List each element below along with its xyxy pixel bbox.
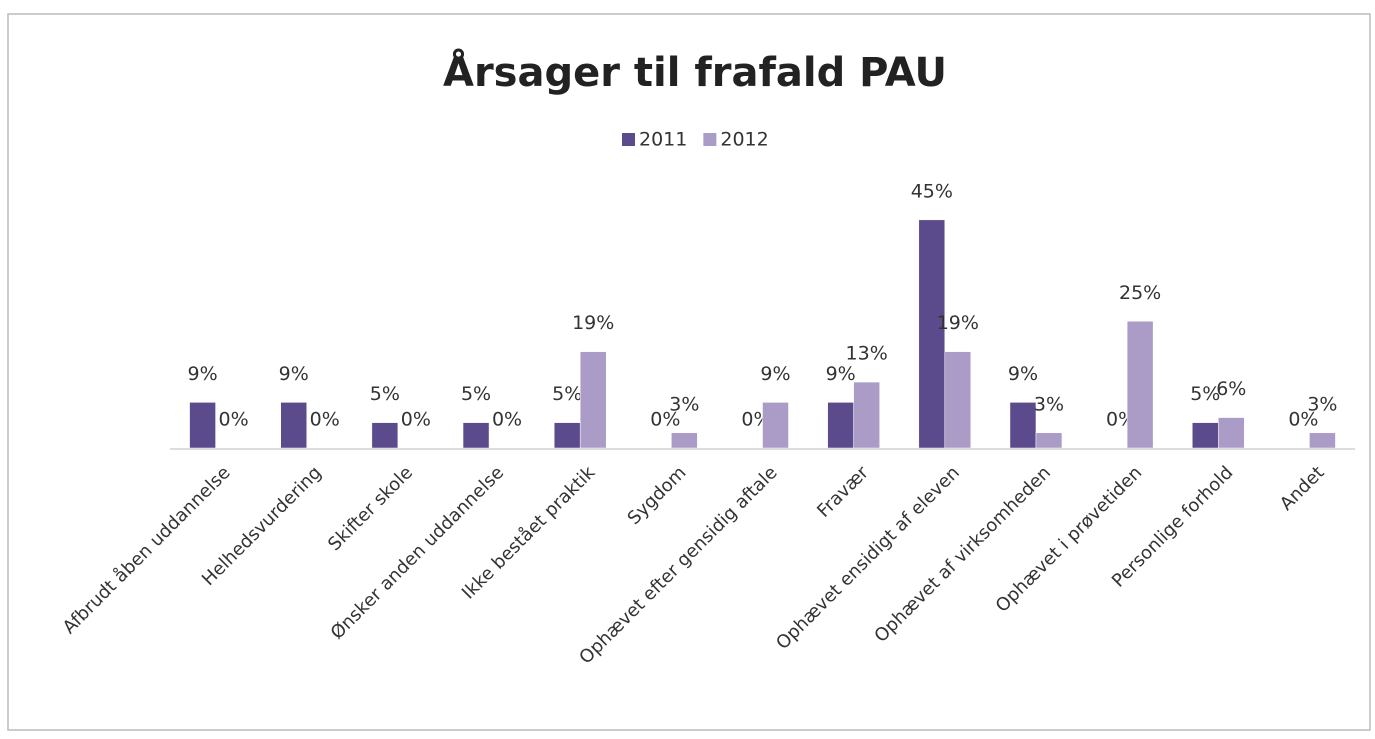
data-label: 5%: [461, 383, 491, 405]
bar: [918, 219, 946, 449]
data-label: 25%: [1119, 282, 1161, 304]
bar: [853, 381, 880, 449]
bar: [280, 402, 307, 449]
bar: [1309, 432, 1336, 449]
data-label: 5%: [370, 383, 400, 405]
bar: [827, 402, 854, 449]
data-label: 9%: [279, 363, 309, 385]
data-label: 9%: [1008, 363, 1038, 385]
bar: [762, 402, 789, 449]
bar: [1035, 432, 1063, 449]
data-label: 13%: [846, 343, 888, 365]
data-label: 0%: [310, 409, 340, 431]
legend-label: 2012: [720, 129, 768, 151]
bar: [944, 351, 972, 449]
data-label: 9%: [187, 363, 217, 385]
bar: [579, 351, 607, 449]
data-label: 5%: [1190, 383, 1220, 405]
data-label: 0%: [218, 409, 248, 431]
bar: [553, 422, 581, 449]
chart-title: Årsager til frafald PAU: [443, 47, 947, 96]
bar: [1126, 321, 1154, 449]
bar: [1218, 417, 1245, 449]
data-label: 3%: [1034, 393, 1064, 415]
bar: [371, 422, 399, 449]
data-label: 5%: [552, 383, 582, 405]
data-label: 9%: [760, 363, 790, 385]
data-label: 45%: [911, 180, 953, 202]
data-label: 19%: [937, 312, 979, 334]
data-label: 19%: [572, 312, 614, 334]
legend-swatch: [622, 133, 635, 146]
bar: [1192, 422, 1219, 449]
bar: [671, 432, 698, 449]
bar: [1009, 402, 1037, 449]
data-label: 0%: [401, 409, 431, 431]
bar: [189, 402, 216, 449]
data-label: 0%: [650, 409, 680, 431]
legend-swatch: [703, 133, 717, 146]
data-label: 9%: [826, 363, 856, 385]
data-label: 3%: [1307, 393, 1337, 415]
data-label: 0%: [492, 409, 522, 431]
data-label: 6%: [1216, 378, 1246, 400]
data-label: 0%: [1288, 409, 1318, 431]
bar: [462, 422, 490, 449]
data-label: 3%: [669, 393, 699, 415]
legend-label: 2011: [639, 129, 687, 151]
